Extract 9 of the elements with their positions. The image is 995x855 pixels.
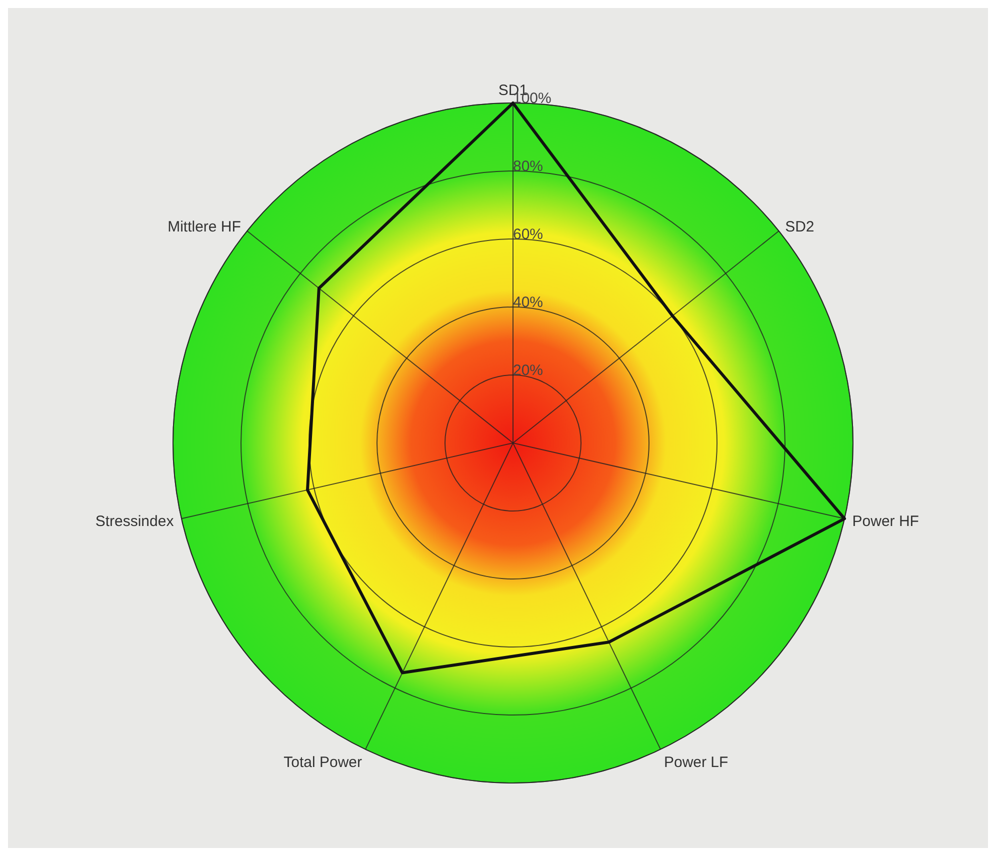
spoke-label: SD2 <box>785 218 814 236</box>
spoke-label: Stressindex <box>95 512 174 530</box>
spoke-label: Mittlere HF <box>168 218 241 236</box>
y-tick-label: 60% <box>513 226 544 243</box>
y-tick-label: 80% <box>513 158 544 175</box>
spoke-label: Power HF <box>852 512 919 530</box>
spoke-label: Total Power <box>284 754 362 772</box>
spoke-label: Power LF <box>664 754 728 772</box>
y-tick-label: 20% <box>513 362 544 379</box>
